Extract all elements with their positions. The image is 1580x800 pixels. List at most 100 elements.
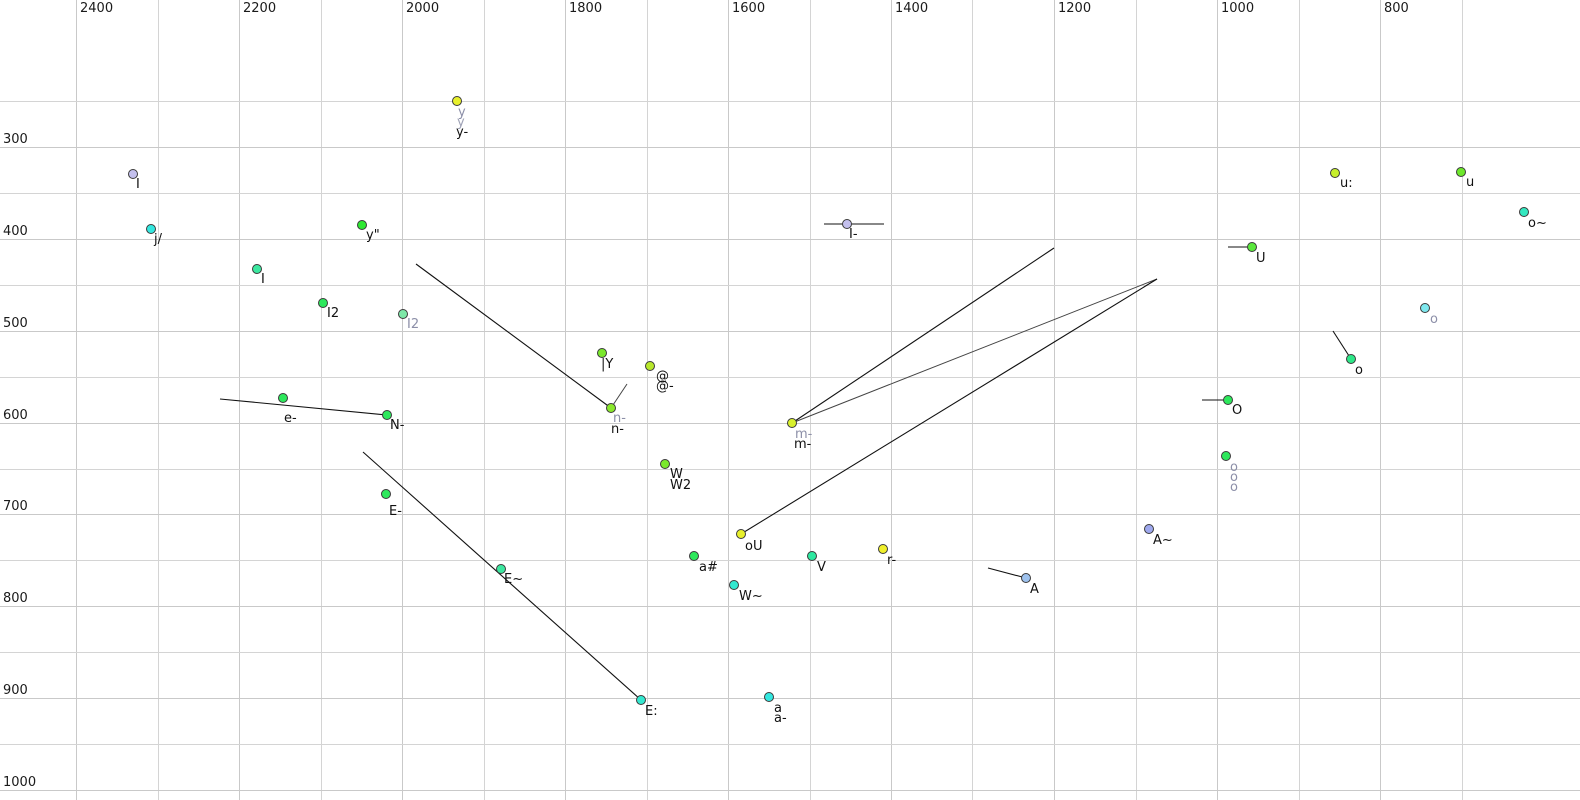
data-point-label: A~: [1153, 533, 1173, 548]
grid-line-vertical: [1380, 0, 1381, 800]
data-point[interactable]: [252, 264, 262, 274]
data-point-label: E:: [645, 704, 658, 719]
data-point[interactable]: [878, 544, 888, 554]
grid-line-vertical: [1462, 0, 1463, 800]
grid-line-horizontal: [0, 331, 1580, 332]
grid-line-horizontal: [0, 744, 1580, 745]
data-point[interactable]: [1247, 242, 1257, 252]
data-point[interactable]: [1420, 303, 1430, 313]
data-point-label: a#: [699, 560, 718, 575]
data-point[interactable]: [1144, 524, 1154, 534]
data-point[interactable]: [807, 551, 817, 561]
data-point[interactable]: [1221, 451, 1231, 461]
grid-line-vertical: [728, 0, 729, 800]
grid-line-horizontal: [0, 652, 1580, 653]
data-point[interactable]: [764, 692, 774, 702]
x-tick-label: 1600: [732, 1, 766, 16]
data-point-label: oU: [745, 539, 763, 554]
data-point-label: u:: [1340, 176, 1353, 191]
grid-line-vertical: [321, 0, 322, 800]
data-point[interactable]: [382, 410, 392, 420]
data-point-label: W~: [739, 589, 763, 604]
connector-line: [362, 451, 642, 701]
data-point-label: a: [774, 701, 782, 716]
data-point[interactable]: [1021, 573, 1031, 583]
data-point-label: E~: [504, 572, 524, 587]
grid-line-vertical: [158, 0, 159, 800]
data-point[interactable]: [736, 529, 746, 539]
data-point-label: y": [366, 228, 380, 243]
data-point[interactable]: [645, 361, 655, 371]
data-point-label: N-: [390, 418, 405, 433]
y-tick-label: 900: [3, 683, 28, 698]
connector-line: [987, 567, 1027, 579]
grid-line-horizontal: [0, 514, 1580, 515]
data-point[interactable]: [381, 489, 391, 499]
data-point[interactable]: [606, 403, 616, 413]
grid-line-vertical: [891, 0, 892, 800]
data-point-label: r-: [887, 553, 897, 568]
data-point[interactable]: [1456, 167, 1466, 177]
data-point[interactable]: [128, 169, 138, 179]
data-point-label: e-: [284, 411, 297, 426]
grid-line-vertical: [972, 0, 973, 800]
x-tick-label: 2200: [243, 1, 277, 16]
grid-line-horizontal: [0, 377, 1580, 378]
data-point[interactable]: [842, 219, 852, 229]
data-point[interactable]: [689, 551, 699, 561]
data-point[interactable]: [1223, 395, 1233, 405]
data-point-label: y: [457, 115, 465, 130]
data-point-label: @-: [656, 379, 674, 394]
y-tick-label: 600: [3, 408, 28, 423]
data-point[interactable]: [660, 459, 670, 469]
data-point[interactable]: [452, 96, 462, 106]
data-point-label: @: [656, 369, 669, 384]
y-tick-label: 1000: [3, 775, 37, 790]
data-point-label: |Y: [601, 357, 614, 372]
data-point-label: E-: [389, 504, 402, 519]
grid-line-horizontal: [0, 698, 1580, 699]
data-point[interactable]: [1330, 168, 1340, 178]
data-point[interactable]: [597, 348, 607, 358]
grid-line-vertical: [647, 0, 648, 800]
data-point[interactable]: [636, 695, 646, 705]
data-point-label: n-: [613, 411, 626, 426]
grid-line-horizontal: [0, 285, 1580, 286]
data-point-label: I: [136, 177, 140, 192]
grid-line-vertical: [1054, 0, 1055, 800]
grid-line-vertical: [76, 0, 77, 800]
data-point[interactable]: [357, 220, 367, 230]
x-tick-label: 2400: [80, 1, 114, 16]
data-point[interactable]: [398, 309, 408, 319]
data-point-label: y-: [456, 125, 469, 140]
data-point-label: a-: [774, 711, 787, 726]
data-point[interactable]: [787, 418, 797, 428]
data-point[interactable]: [278, 393, 288, 403]
grid-line-vertical: [1136, 0, 1137, 800]
data-point-label: y: [458, 105, 466, 120]
data-point[interactable]: [146, 224, 156, 234]
data-point-label: U: [1256, 251, 1266, 266]
data-point-label: A: [1030, 582, 1039, 597]
data-point-label: I-: [849, 227, 858, 242]
connector-line: [791, 278, 1158, 424]
grid-line-vertical: [484, 0, 485, 800]
connector-line: [740, 278, 1158, 535]
data-point-label: o: [1230, 480, 1238, 495]
data-point[interactable]: [1346, 354, 1356, 364]
grid-line-horizontal: [0, 101, 1580, 102]
data-point[interactable]: [729, 580, 739, 590]
data-point[interactable]: [496, 564, 506, 574]
x-tick-label: 2000: [406, 1, 440, 16]
data-point-label: V: [817, 560, 826, 575]
data-point[interactable]: [318, 298, 328, 308]
y-tick-label: 300: [3, 132, 28, 147]
grid-line-horizontal: [0, 606, 1580, 607]
data-point-label: I2: [407, 317, 420, 332]
data-point[interactable]: [1519, 207, 1529, 217]
data-point-label: I: [261, 272, 265, 287]
connector-line: [791, 247, 1055, 424]
